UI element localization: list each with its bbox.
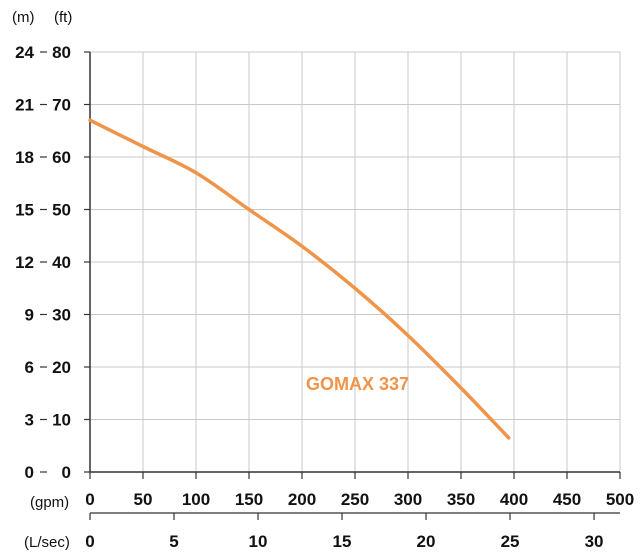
lsec-tick-label: 5 xyxy=(169,532,178,551)
lsec-tick-label: 20 xyxy=(417,532,436,551)
lsec-unit-label: (L/sec) xyxy=(24,534,70,551)
series-line xyxy=(88,118,511,440)
m-tick-label: 15 xyxy=(15,201,34,220)
gpm-tick-label: 300 xyxy=(394,490,422,509)
m-tick-label: 3 xyxy=(25,411,34,430)
m-tick-label: 6 xyxy=(25,358,34,377)
ft-tick-label: 20 xyxy=(52,358,71,377)
gpm-tick-label: 0 xyxy=(85,490,94,509)
gpm-tick-label: 100 xyxy=(182,490,210,509)
lsec-tick-label: 15 xyxy=(333,532,352,551)
m-tick-label: 18 xyxy=(15,148,34,167)
meters-unit-label: (m) xyxy=(12,9,35,26)
lsec-tick-label: 30 xyxy=(585,532,604,551)
left-axis-ticks: 0 10 20 30 40 50 60 70 80 0 3 6 9 12 15 18 21 24 xyxy=(15,43,90,482)
ft-tick-label: 80 xyxy=(52,43,71,62)
m-tick-label: 0 xyxy=(25,463,34,482)
gpm-tick-label: 450 xyxy=(553,490,581,509)
gpm-tick-label: 350 xyxy=(447,490,475,509)
m-tick-label: 21 xyxy=(15,96,34,115)
ft-tick-label: 70 xyxy=(52,96,71,115)
gpm-tick-label: 150 xyxy=(235,490,263,509)
ft-tick-label: 50 xyxy=(52,201,71,220)
m-tick-label: 9 xyxy=(25,306,34,325)
ft-tick-label: 30 xyxy=(52,306,71,325)
gpm-tick-label: 50 xyxy=(134,490,153,509)
bottom-axis-ticks: 0 50 100 150 200 250 300 350 400 450 500 0 5 10 15 20 25… xyxy=(85,472,634,551)
gpm-tick-label: 200 xyxy=(288,490,316,509)
performance-curves xyxy=(88,118,511,440)
ft-tick-label: 60 xyxy=(52,148,71,167)
gpm-unit-label: (gpm) xyxy=(30,494,69,511)
m-tick-label: 24 xyxy=(15,43,34,62)
gpm-tick-label: 400 xyxy=(500,490,528,509)
feet-unit-label: (ft) xyxy=(54,9,72,26)
series-label: GOMAX 337 xyxy=(306,374,409,394)
m-tick-label: 12 xyxy=(15,253,34,272)
lsec-tick-label: 0 xyxy=(85,532,94,551)
lsec-tick-label: 25 xyxy=(501,532,520,551)
grid-lines xyxy=(90,51,621,472)
ft-tick-label: 0 xyxy=(62,463,71,482)
lsec-tick-label: 10 xyxy=(249,532,268,551)
gpm-tick-label: 500 xyxy=(606,490,634,509)
gpm-tick-label: 250 xyxy=(341,490,369,509)
ft-tick-label: 40 xyxy=(52,253,71,272)
ft-tick-label: 10 xyxy=(52,411,71,430)
